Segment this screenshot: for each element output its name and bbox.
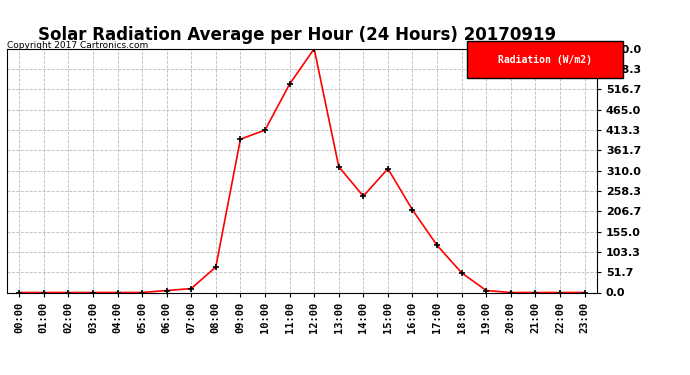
Text: Solar Radiation Average per Hour (24 Hours) 20170919: Solar Radiation Average per Hour (24 Hou… (38, 26, 555, 44)
Text: Radiation (W/m2): Radiation (W/m2) (498, 55, 592, 65)
Text: Copyright 2017 Cartronics.com: Copyright 2017 Cartronics.com (7, 41, 148, 50)
